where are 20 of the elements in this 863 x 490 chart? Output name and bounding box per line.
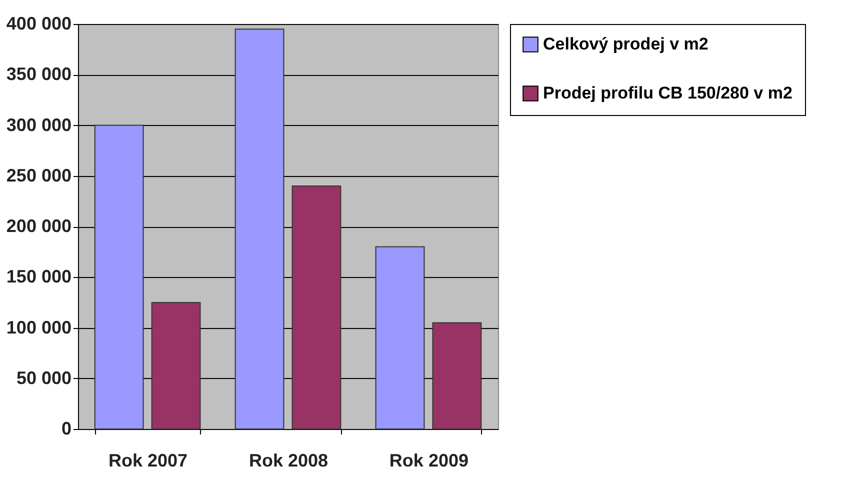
y-tick-label: 50 000 xyxy=(16,368,72,388)
bar xyxy=(94,124,144,430)
x-tick-label: Rok 2007 xyxy=(108,450,188,470)
bar xyxy=(292,186,342,430)
bar xyxy=(151,302,201,430)
y-tick-label: 0 xyxy=(61,418,72,438)
x-tick-label: Rok 2008 xyxy=(248,450,328,470)
x-tick-label: Rok 2009 xyxy=(389,450,468,470)
legend-label: Celkový prodej v m2 xyxy=(543,34,708,54)
y-tick-label: 400 000 xyxy=(6,14,72,34)
y-tick-label: 100 000 xyxy=(6,317,72,338)
y-tick-label: 300 000 xyxy=(6,114,72,135)
bar xyxy=(234,28,284,430)
legend-label: Prodej profilu CB 150/280 v m2 xyxy=(543,84,792,102)
bar xyxy=(432,322,482,430)
y-tick-label: 350 000 xyxy=(6,64,72,84)
y-tick-label: 150 000 xyxy=(6,266,72,287)
y-tick-label: 200 000 xyxy=(6,216,72,236)
bar xyxy=(375,246,425,430)
y-tick-label: 250 000 xyxy=(6,165,72,186)
